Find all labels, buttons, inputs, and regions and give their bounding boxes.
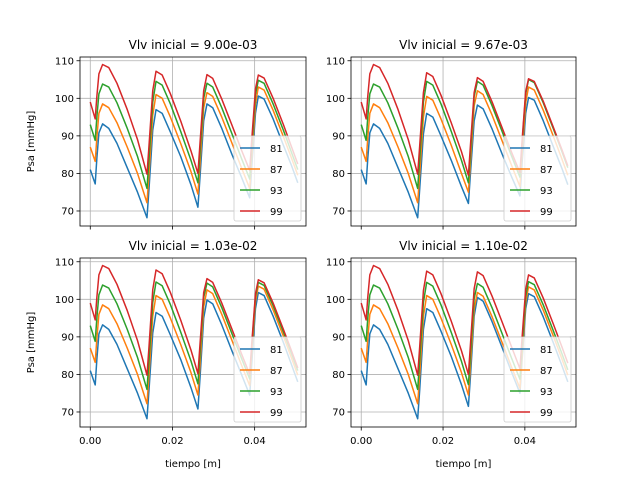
- subplot-title: Vlv inicial = 1.03e-02: [129, 239, 258, 253]
- y-tick-label: 90: [61, 131, 74, 142]
- series-line-81: [360, 96, 569, 219]
- y-tick-label: 90: [332, 332, 345, 343]
- y-tick-label: 110: [55, 257, 74, 268]
- y-tick-label: 90: [61, 332, 74, 343]
- legend-label: 87: [540, 165, 553, 176]
- subplot-4: 0.00 0.02 0.04 70 80 90 100 110 Vlv inicial = 1.…: [326, 239, 577, 470]
- series-line-99: [89, 63, 299, 175]
- legend-label: 99: [540, 408, 553, 419]
- series-line-99: [89, 264, 299, 376]
- x-axis-label: tiempo [m]: [436, 459, 492, 470]
- legend-label: 87: [540, 366, 553, 377]
- y-tick-label: 80: [332, 169, 345, 180]
- x-tick-label: 0.02: [161, 436, 183, 447]
- y-tick-label: 70: [61, 408, 74, 419]
- y-tick-label: 100: [326, 94, 345, 105]
- x-axis-label: tiempo [m]: [165, 459, 221, 470]
- series-line-99: [360, 63, 569, 177]
- subplot-title: Vlv inicial = 1.10e-02: [399, 239, 528, 253]
- series-line-99: [360, 264, 569, 376]
- series-line-81: [89, 291, 299, 420]
- series-line-87: [360, 286, 569, 405]
- legend-box: [503, 135, 572, 222]
- legend-box: [233, 336, 302, 423]
- legend-label: 81: [270, 144, 283, 155]
- x-tick-label: 0.04: [244, 436, 266, 447]
- subplot-title: Vlv inicial = 9.00e-03: [129, 38, 258, 52]
- x-tick-label: 0.04: [514, 436, 536, 447]
- y-tick-label: 70: [61, 207, 74, 218]
- subplot-title: Vlv inicial = 9.67e-03: [399, 38, 528, 52]
- axes-frame: [79, 56, 307, 227]
- subplot-2: 70 80 90 100 110 Vlv inicial = 9.67e-03 81 87 93…: [326, 38, 577, 230]
- legend-label: 99: [270, 207, 283, 218]
- series-line-87: [89, 285, 299, 405]
- legend-label: 87: [270, 366, 283, 377]
- legend-label: 99: [270, 408, 283, 419]
- legend-label: 93: [270, 387, 283, 398]
- x-tick-label: 0.02: [432, 436, 454, 447]
- legend-label: 93: [540, 387, 553, 398]
- series-line-81: [360, 292, 569, 420]
- legend: 81 87 93 99: [503, 336, 572, 423]
- legend-label: 93: [540, 186, 553, 197]
- y-axis-label: Psa [mmHg]: [26, 312, 37, 374]
- y-tick-label: 110: [55, 56, 74, 67]
- legend-label: 81: [540, 144, 553, 155]
- y-tick-label: 100: [55, 94, 74, 105]
- legend-label: 87: [270, 165, 283, 176]
- y-tick-label: 100: [326, 295, 345, 306]
- axes-frame: [79, 257, 307, 428]
- legend-box: [233, 135, 302, 222]
- legend-label: 99: [540, 207, 553, 218]
- legend: 81 87 93 99: [233, 336, 302, 423]
- legend: 81 87 93 99: [233, 135, 302, 222]
- y-tick-label: 80: [61, 370, 74, 381]
- subplot-1: 70 80 90 100 110 Vlv inicial = 9.00e-03 Psa [m…: [26, 38, 307, 230]
- x-tick-label: 0.00: [79, 436, 101, 447]
- series-line-87: [360, 86, 569, 204]
- y-tick-label: 110: [326, 257, 345, 268]
- y-tick-label: 100: [55, 295, 74, 306]
- legend-label: 81: [270, 345, 283, 356]
- legend-label: 81: [540, 345, 553, 356]
- legend: 81 87 93 99: [503, 135, 572, 222]
- legend-label: 93: [270, 186, 283, 197]
- series-line-93: [89, 79, 299, 190]
- axes-frame: [350, 56, 577, 227]
- y-tick-label: 80: [61, 169, 74, 180]
- y-axis-label: Psa [mmHg]: [26, 111, 37, 173]
- axes-frame: [350, 257, 577, 428]
- y-tick-label: 110: [326, 56, 345, 67]
- series-line-81: [89, 95, 299, 219]
- y-tick-label: 70: [332, 207, 345, 218]
- series-line-87: [89, 86, 299, 204]
- subplot-3: 0.00 0.02 0.04 70 80 90 100 110 Vlv inicial = 1.…: [26, 239, 307, 470]
- y-tick-label: 70: [332, 408, 345, 419]
- series-line-93: [360, 280, 569, 391]
- x-tick-label: 0.00: [350, 436, 372, 447]
- legend-box: [503, 336, 572, 423]
- y-tick-label: 90: [332, 131, 345, 142]
- y-tick-label: 80: [332, 370, 345, 381]
